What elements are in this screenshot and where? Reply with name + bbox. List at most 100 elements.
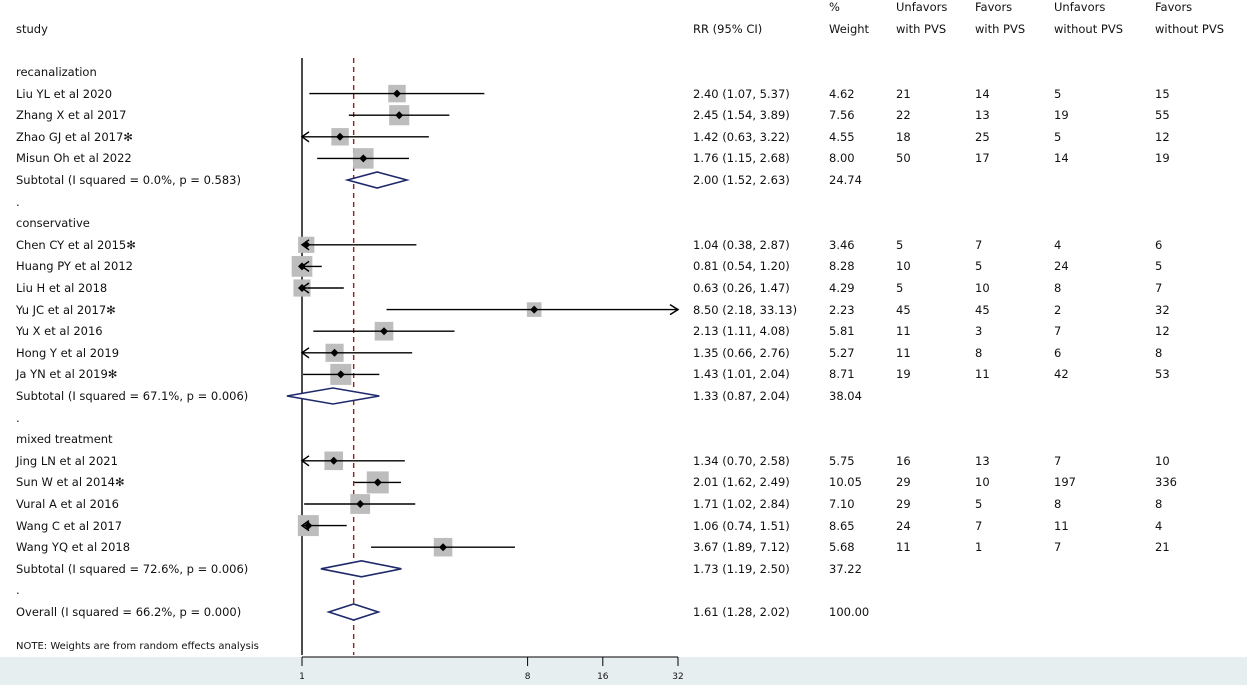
- count-unfavors-with-pvs: 5: [896, 238, 903, 252]
- rr-ci-value: 1.76 (1.15, 2.68): [693, 151, 790, 165]
- row-label: Jing LN et al 2021: [16, 454, 118, 468]
- count-favors-without-pvs: 21: [1155, 540, 1170, 554]
- weight-value: 10.05: [829, 475, 862, 489]
- count-favors-without-pvs: 53: [1155, 367, 1170, 381]
- count-unfavors-without-pvs: 42: [1054, 367, 1069, 381]
- count-unfavors-without-pvs: 5: [1054, 130, 1061, 144]
- row-label: Zhang X et al 2017: [16, 108, 126, 122]
- rr-ci-value: 8.50 (2.18, 33.13): [693, 303, 797, 317]
- separator-dot: .: [16, 583, 20, 597]
- weight-value: 7.56: [829, 108, 855, 122]
- count-favors-with-pvs: 13: [975, 454, 990, 468]
- count-favors-with-pvs: 13: [975, 108, 990, 122]
- count-favors-with-pvs: 8: [975, 346, 982, 360]
- count-unfavors-without-pvs: 24: [1054, 259, 1069, 273]
- count-favors-with-pvs: 7: [975, 519, 982, 533]
- rr-ci-value: 2.40 (1.07, 5.37): [693, 87, 790, 101]
- weight-value: 4.55: [829, 130, 855, 144]
- count-unfavors-without-pvs: 6: [1054, 346, 1061, 360]
- group-label: recanalization: [16, 65, 97, 79]
- count-favors-without-pvs: 8: [1155, 497, 1162, 511]
- count-favors-with-pvs: 17: [975, 151, 990, 165]
- weight-value: 5.75: [829, 454, 855, 468]
- rr-ci-value: 1.61 (1.28, 2.02): [693, 605, 790, 619]
- row-label: Overall (I squared = 66.2%, p = 0.000): [16, 605, 241, 619]
- group-label: mixed treatment: [16, 432, 113, 446]
- rr-ci-value: 2.00 (1.52, 2.63): [693, 173, 790, 187]
- count-favors-without-pvs: 12: [1155, 130, 1170, 144]
- row-label: Subtotal (I squared = 72.6%, p = 0.006): [16, 562, 248, 576]
- weight-value: 5.68: [829, 540, 855, 554]
- row-label: Huang PY et al 2012: [16, 259, 133, 273]
- count-favors-without-pvs: 8: [1155, 346, 1162, 360]
- row-label: Liu H et al 2018: [16, 281, 107, 295]
- count-unfavors-with-pvs: 21: [896, 87, 911, 101]
- count-favors-without-pvs: 4: [1155, 519, 1162, 533]
- weight-value: 2.23: [829, 303, 855, 317]
- weight-value: 7.10: [829, 497, 855, 511]
- count-unfavors-without-pvs: 197: [1054, 475, 1076, 489]
- weight-value: 37.22: [829, 562, 862, 576]
- count-unfavors-without-pvs: 2: [1054, 303, 1061, 317]
- row-label: Misun Oh et al 2022: [16, 151, 132, 165]
- count-favors-without-pvs: 12: [1155, 324, 1170, 338]
- count-favors-without-pvs: 5: [1155, 259, 1162, 273]
- count-unfavors-without-pvs: 7: [1054, 454, 1061, 468]
- row-label: Sun W et al 2014✻: [16, 475, 125, 489]
- row-label: Chen CY et al 2015✻: [16, 238, 136, 252]
- count-unfavors-without-pvs: 7: [1054, 540, 1061, 554]
- count-unfavors-with-pvs: 24: [896, 519, 911, 533]
- count-unfavors-with-pvs: 22: [896, 108, 911, 122]
- row-label: Hong Y et al 2019: [16, 346, 119, 360]
- row-label: Liu YL et al 2020: [16, 87, 112, 101]
- count-unfavors-with-pvs: 10: [896, 259, 911, 273]
- count-favors-with-pvs: 10: [975, 475, 990, 489]
- count-unfavors-without-pvs: 8: [1054, 497, 1061, 511]
- table-rows: 1 8 16 32 recanalization Liu YL et al 2020 2.4…: [0, 0, 1247, 685]
- count-favors-without-pvs: 55: [1155, 108, 1170, 122]
- weight-value: 5.27: [829, 346, 855, 360]
- count-unfavors-without-pvs: 19: [1054, 108, 1069, 122]
- count-unfavors-without-pvs: 4: [1054, 238, 1061, 252]
- weight-value: 24.74: [829, 173, 862, 187]
- count-favors-with-pvs: 7: [975, 238, 982, 252]
- count-favors-without-pvs: 32: [1155, 303, 1170, 317]
- count-unfavors-with-pvs: 5: [896, 281, 903, 295]
- row-label: Yu X et al 2016: [16, 324, 103, 338]
- separator-dot: .: [16, 411, 20, 425]
- rr-ci-value: 1.06 (0.74, 1.51): [693, 519, 790, 533]
- weight-value: 4.29: [829, 281, 855, 295]
- count-unfavors-without-pvs: 11: [1054, 519, 1069, 533]
- row-label: Wang YQ et al 2018: [16, 540, 130, 554]
- count-unfavors-without-pvs: 5: [1054, 87, 1061, 101]
- count-favors-with-pvs: 1: [975, 540, 982, 554]
- count-unfavors-with-pvs: 29: [896, 475, 911, 489]
- row-label: Yu JC et al 2017✻: [16, 303, 116, 317]
- weight-value: 38.04: [829, 389, 862, 403]
- count-favors-with-pvs: 14: [975, 87, 990, 101]
- count-favors-without-pvs: 6: [1155, 238, 1162, 252]
- rr-ci-value: 2.45 (1.54, 3.89): [693, 108, 790, 122]
- count-unfavors-with-pvs: 50: [896, 151, 911, 165]
- rr-ci-value: 2.13 (1.11, 4.08): [693, 324, 790, 338]
- count-unfavors-with-pvs: 18: [896, 130, 911, 144]
- weight-value: 100.00: [829, 605, 869, 619]
- count-unfavors-with-pvs: 29: [896, 497, 911, 511]
- rr-ci-value: 1.43 (1.01, 2.04): [693, 367, 790, 381]
- rr-ci-value: 1.04 (0.38, 2.87): [693, 238, 790, 252]
- x-tick-label: 1: [296, 670, 308, 684]
- count-unfavors-with-pvs: 19: [896, 367, 911, 381]
- count-unfavors-with-pvs: 11: [896, 346, 911, 360]
- count-unfavors-with-pvs: 11: [896, 324, 911, 338]
- rr-ci-value: 2.01 (1.62, 2.49): [693, 475, 790, 489]
- row-label: Subtotal (I squared = 67.1%, p = 0.006): [16, 389, 248, 403]
- row-label: Wang C et al 2017: [16, 519, 122, 533]
- rr-ci-value: 0.63 (0.26, 1.47): [693, 281, 790, 295]
- rr-ci-value: 1.35 (0.66, 2.76): [693, 346, 790, 360]
- separator-dot: .: [16, 195, 20, 209]
- rr-ci-value: 1.33 (0.87, 2.04): [693, 389, 790, 403]
- count-favors-with-pvs: 5: [975, 259, 982, 273]
- count-favors-with-pvs: 45: [975, 303, 990, 317]
- row-label: Subtotal (I squared = 0.0%, p = 0.583): [16, 173, 241, 187]
- rr-ci-value: 1.71 (1.02, 2.84): [693, 497, 790, 511]
